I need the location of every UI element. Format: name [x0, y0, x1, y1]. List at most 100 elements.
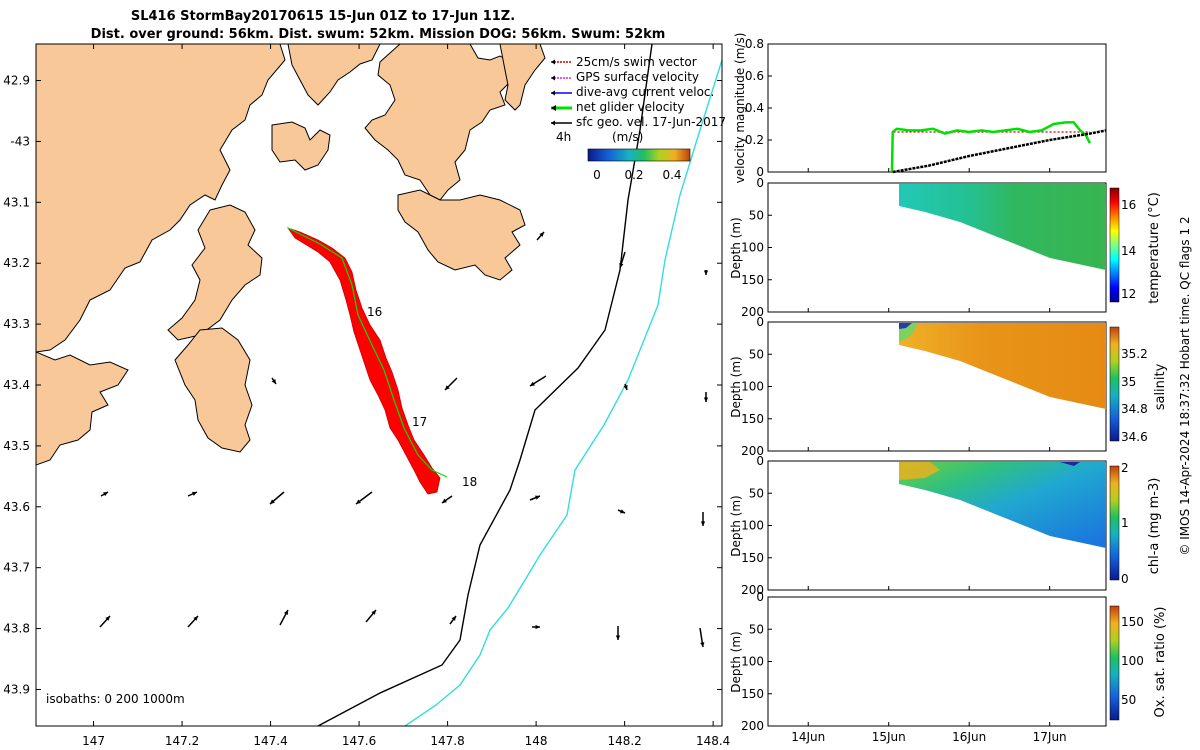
date-tick-label: 17Jun	[1033, 730, 1067, 744]
oxygen-panel: Depth (m) Ox. sat. ratio (%) 150 100 50 …	[729, 168, 1168, 744]
speed-colorbar: (m/s) 0 0.2 0.4	[587, 130, 691, 182]
depth-tick-label: 150	[741, 551, 764, 565]
velocity-panel: velocity magnitude (m/s) 0 0.2 0.4 0.6 0.8	[733, 33, 1107, 183]
geo-velocity-arrowhead	[535, 624, 540, 630]
geo-velocity-arrowhead	[619, 263, 624, 268]
chla-low-patch	[1060, 462, 1080, 466]
depth-tick-label: 150	[741, 687, 764, 701]
map-xtick-label: 147.4	[253, 734, 287, 748]
map-ytick-label: 43.4	[3, 378, 30, 392]
velocity-ticks: 0 0.2 0.4 0.6 0.8	[745, 37, 772, 179]
chla-ylabel: Depth (m)	[729, 495, 743, 556]
legend-arrowheads	[551, 59, 556, 126]
oxygen-ctick-50: 50	[1121, 693, 1136, 707]
depth-tick-label: 200	[741, 305, 764, 319]
geo-velocity-arrowhead	[103, 492, 108, 497]
salinity-ctick-35.2: 35.2	[1121, 347, 1148, 361]
oxygen-colorbar	[1109, 605, 1120, 721]
track-map: 16 17 18 25cm/s swim vector GPS surface …	[3, 43, 730, 748]
depth-tick-label: 0	[756, 315, 764, 329]
velocity-series-geo	[892, 129, 1107, 174]
geo-velocity-arrowhead	[451, 616, 456, 621]
map-ytick-label: 43.7	[3, 561, 30, 575]
geo-velocity-arrowhead	[356, 499, 361, 504]
velocity-ytick-label: 0.4	[745, 101, 764, 115]
legend-label-dive: dive-avg current veloc.	[576, 85, 714, 99]
geo-velocity-arrowhead	[271, 379, 276, 384]
map-ytick-label: 43.8	[3, 622, 30, 636]
salinity-panel: Depth (m) salinity 35.2 35 34.8 34.6 0 50…	[729, 315, 1168, 458]
map-ytick-label: 43.9	[3, 682, 30, 696]
chla-ctick-2: 2	[1121, 461, 1129, 475]
speed-colorbar-tick-2: 0.4	[662, 168, 681, 182]
geo-velocity-arrowhead	[703, 270, 709, 275]
chla-colorbar	[1109, 465, 1120, 581]
geo-velocity-arrowhead	[530, 381, 535, 386]
track-label-17: 17	[412, 415, 427, 429]
salinity-fresh-patch	[899, 323, 912, 329]
chla-section	[899, 462, 1106, 548]
salinity-clabel: salinity	[1153, 363, 1168, 410]
velocity-ytick-label: 0.8	[745, 37, 764, 51]
geo-velocity-arrowhead	[620, 509, 625, 514]
velocity-ytick-label: 0.2	[745, 133, 764, 147]
depth-tick-label: 0	[756, 454, 764, 468]
speed-colorbar-tick-0: 0	[593, 168, 601, 182]
depth-tick-label: 100	[741, 655, 764, 669]
chla-panel: Depth (m) chl-a (mg m-3) 2 1 0 0 50 100 150…	[729, 454, 1162, 597]
date-tick-label: 16Jun	[952, 730, 986, 744]
depth-tick-label: 50	[749, 347, 764, 361]
temperature-section	[899, 184, 1106, 270]
salinity-depth-ticks: 0 50 100 150 200	[741, 315, 772, 458]
salinity-ctick-35: 35	[1121, 375, 1136, 389]
map-ytick-label: 43.2	[3, 256, 30, 270]
oxygen-clabel: Ox. sat. ratio (%)	[1153, 607, 1168, 718]
map-xtick-label: 148.4	[696, 734, 730, 748]
geo-velocity-arrowhead	[442, 498, 447, 503]
velocity-panel-frame	[767, 43, 1107, 173]
geo-velocity-arrowhead	[192, 491, 197, 496]
land-east-coast	[499, 44, 546, 111]
oxygen-ctick-150: 150	[1121, 615, 1144, 629]
land-north-mainland	[287, 44, 381, 106]
map-legend: 25cm/s swim vector GPS surface velocity …	[551, 55, 726, 144]
land-bruny-island	[174, 327, 253, 453]
geo-velocity-arrowhead	[539, 232, 544, 237]
chla-clabel: chl-a (mg m-3)	[1147, 478, 1162, 575]
map-ytick-label: 43.5	[3, 439, 30, 453]
depth-tick-label: 100	[741, 380, 764, 394]
geo-velocity-arrowhead	[105, 616, 110, 621]
geo-velocity-arrowhead	[193, 616, 198, 621]
geo-velocity-arrowhead	[615, 635, 621, 640]
legend-4h: 4h	[556, 130, 571, 144]
salinity-ctick-34.8: 34.8	[1121, 402, 1148, 416]
velocity-ytick-label: 0	[756, 165, 764, 179]
depth-tick-label: 50	[749, 486, 764, 500]
isobaths-label: isobaths: 0 200 1000m	[46, 692, 185, 706]
legend-label-geo: sfc geo. vel. 17-Jun-2017	[576, 115, 726, 129]
legend-label-gps: GPS surface velocity	[576, 70, 699, 84]
side-caption: © IMOS 14-Apr-2024 18:37:32 Hobart time.…	[1178, 216, 1192, 555]
depth-tick-label: 100	[741, 241, 764, 255]
land-north-island	[271, 121, 331, 171]
legend-label-swim: 25cm/s swim vector	[576, 55, 697, 69]
map-xtick-label: 148.2	[607, 734, 641, 748]
legend-label-net: net glider velocity	[576, 100, 684, 114]
temperature-clabel: temperature (°C)	[1147, 192, 1162, 304]
depth-tick-label: 200	[741, 444, 764, 458]
map-ytick-label: 42.9	[3, 74, 30, 88]
isobath-1000m	[404, 59, 723, 727]
geo-velocity-arrowhead	[700, 521, 706, 526]
depth-tick-label: 150	[741, 273, 764, 287]
depth-tick-label: 0	[756, 590, 764, 604]
temperature-ctick-12: 12	[1121, 287, 1136, 301]
geo-velocity-arrowhead	[445, 385, 450, 390]
temperature-ctick-14: 14	[1121, 244, 1136, 258]
speed-colorbar-tick-1: 0.2	[624, 168, 643, 182]
map-xtick-label: 148	[525, 734, 548, 748]
glider-track	[286, 227, 441, 495]
temperature-ctick-16: 16	[1121, 198, 1136, 212]
track-label-18: 18	[462, 475, 477, 489]
title-line-2: Dist. over ground: 56km. Dist. swum: 52k…	[91, 27, 666, 42]
